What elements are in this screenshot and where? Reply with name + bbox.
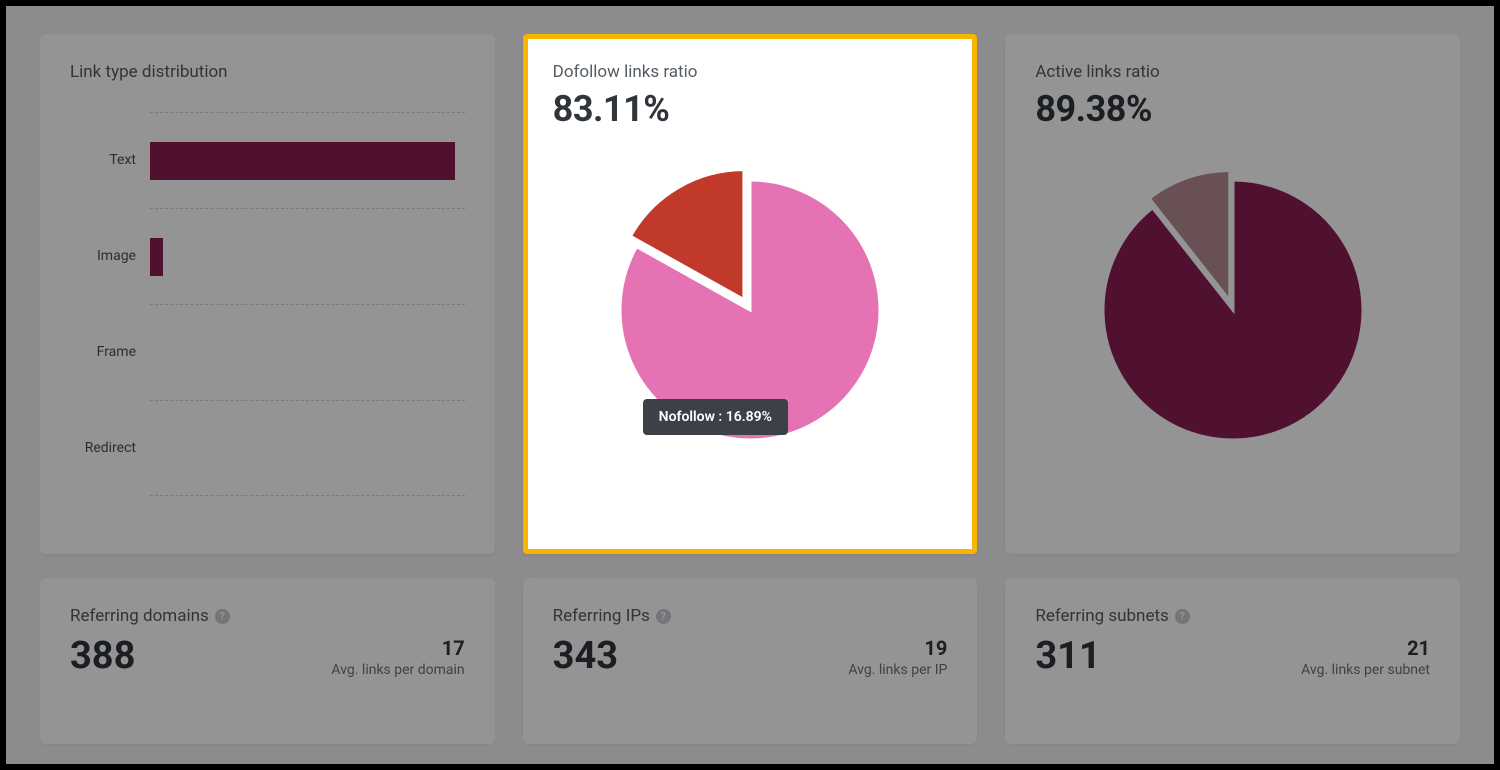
stat-side: 19 Avg. links per IP [848, 636, 947, 678]
card-title: Link type distribution [70, 62, 465, 82]
bar-label: Text [70, 152, 150, 168]
help-icon[interactable]: ? [215, 609, 230, 624]
card-referring-subnets[interactable]: Referring subnets ? 311 21 Avg. links pe… [1005, 578, 1460, 744]
active-value: 89.38% [1035, 88, 1430, 130]
bar-row-redirect[interactable]: Redirect [70, 400, 465, 496]
stat-body: 343 19 Avg. links per IP [553, 634, 948, 678]
bar-label: Image [70, 248, 150, 264]
card-title: Active links ratio [1035, 62, 1430, 82]
dashboard-stage: Link type distribution Text Image Frame … [6, 6, 1494, 764]
bar-fill [150, 142, 455, 180]
card-referring-domains[interactable]: Referring domains ? 388 17 Avg. links pe… [40, 578, 495, 744]
stat-main-value: 343 [553, 634, 618, 678]
active-pie-wrap [1035, 158, 1430, 462]
card-referring-ips[interactable]: Referring IPs ? 343 19 Avg. links per IP [523, 578, 978, 744]
stat-body: 311 21 Avg. links per subnet [1035, 634, 1430, 678]
dofollow-value: 83.11% [553, 88, 948, 130]
stat-main-value: 388 [70, 634, 135, 678]
stat-side-value: 17 [331, 636, 464, 660]
stat-main-value: 311 [1035, 634, 1100, 678]
card-title: Referring domains ? [70, 606, 230, 626]
row-bottom: Referring domains ? 388 17 Avg. links pe… [6, 578, 1494, 744]
bar-row-image[interactable]: Image [70, 208, 465, 304]
bar-label: Frame [70, 344, 150, 360]
bar-track [150, 208, 465, 304]
stat-side: 21 Avg. links per subnet [1301, 636, 1430, 678]
help-icon[interactable]: ? [656, 609, 671, 624]
stat-side-label: Avg. links per IP [848, 662, 947, 678]
stat-side-value: 21 [1301, 636, 1430, 660]
help-icon[interactable]: ? [1175, 609, 1190, 624]
card-title: Referring IPs ? [553, 606, 671, 626]
bar-track [150, 304, 465, 400]
stat-title-text: Referring domains [70, 606, 209, 626]
pie-tooltip: Nofollow : 16.89% [643, 399, 788, 435]
card-dofollow-ratio[interactable]: Dofollow links ratio 83.11% Nofollow : 1… [523, 34, 978, 554]
active-pie[interactable] [1081, 158, 1385, 462]
card-link-type-distribution[interactable]: Link type distribution Text Image Frame … [40, 34, 495, 554]
stat-side: 17 Avg. links per domain [331, 636, 464, 678]
stat-title-text: Referring subnets [1035, 606, 1168, 626]
stat-body: 388 17 Avg. links per domain [70, 634, 465, 678]
row-top: Link type distribution Text Image Frame … [6, 34, 1494, 554]
stat-side-value: 19 [848, 636, 947, 660]
pie-slice[interactable] [1103, 180, 1363, 440]
stat-side-label: Avg. links per subnet [1301, 662, 1430, 678]
bar-row-frame[interactable]: Frame [70, 304, 465, 400]
stat-side-label: Avg. links per domain [331, 662, 464, 678]
card-title: Dofollow links ratio [553, 62, 948, 82]
card-active-ratio[interactable]: Active links ratio 89.38% [1005, 34, 1460, 554]
bar-track [150, 112, 465, 208]
bar-row-text[interactable]: Text [70, 112, 465, 208]
stat-title-text: Referring IPs [553, 606, 650, 626]
bar-track [150, 400, 465, 496]
bar-fill [150, 238, 163, 276]
card-title: Referring subnets ? [1035, 606, 1189, 626]
link-type-bars: Text Image Frame Redirect [70, 112, 465, 496]
bar-label: Redirect [70, 440, 150, 456]
